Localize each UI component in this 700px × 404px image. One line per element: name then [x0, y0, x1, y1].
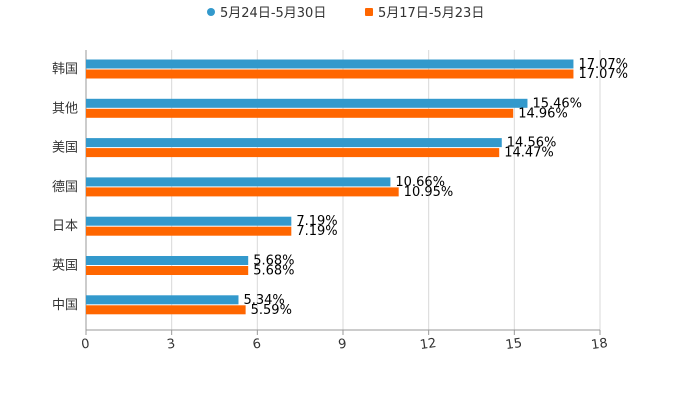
- data-label-series-1: 7.19%: [296, 214, 337, 229]
- data-labels: 17.07%17.07% 15.46%14.96% 14.56%14.47% 10.6…: [243, 57, 628, 318]
- legend: 5月24日-5月30日 5月17日-5月23日: [207, 6, 484, 21]
- x-tick-label: 9: [337, 337, 347, 353]
- data-label-series-2: 7.19%: [296, 224, 337, 239]
- bar-series-2[interactable]: [86, 305, 246, 315]
- data-label-series-1: 17.07%: [578, 57, 628, 72]
- data-label-series-2: 17.07%: [578, 67, 628, 82]
- bar-series-2[interactable]: [86, 69, 574, 79]
- bar-series-2[interactable]: [86, 148, 500, 158]
- data-label-series-1: 5.34%: [243, 293, 284, 308]
- bar-series-2[interactable]: [86, 108, 514, 118]
- data-label-series-1: 10.66%: [395, 175, 445, 190]
- legend-marker-series-1: [207, 8, 215, 16]
- data-label-series-1: 14.56%: [507, 136, 557, 151]
- category-label: 韩国: [52, 62, 78, 77]
- data-label-series-2: 5.68%: [253, 264, 294, 279]
- legend-label-series-2: 5月17日-5月23日: [378, 6, 484, 21]
- data-label-series-2: 14.96%: [518, 106, 568, 121]
- x-tick-label: 3: [166, 337, 176, 353]
- category-label: 英国: [52, 259, 78, 274]
- category-label: 其他: [52, 101, 78, 116]
- bar-series-1[interactable]: [86, 256, 249, 265]
- bar-series-2[interactable]: [86, 266, 249, 275]
- bar-series-1[interactable]: [86, 216, 292, 226]
- bar-series-1[interactable]: [86, 177, 391, 187]
- category-label: 美国: [52, 141, 78, 156]
- x-tick-label: 6: [252, 337, 262, 353]
- legend-item-series-1[interactable]: 5月24日-5月30日: [207, 6, 326, 21]
- data-label-series-2: 10.95%: [404, 185, 454, 200]
- bar-series-1[interactable]: [86, 295, 239, 305]
- bars: [86, 59, 574, 315]
- category-label: 德国: [52, 180, 78, 195]
- x-tick-label: 15: [505, 336, 523, 353]
- data-label-series-1: 15.46%: [532, 96, 582, 111]
- bar-series-1[interactable]: [86, 59, 574, 69]
- data-label-series-2: 5.59%: [251, 303, 292, 318]
- legend-marker-series-2: [365, 8, 373, 16]
- category-label: 中国: [52, 298, 78, 313]
- bar-series-1[interactable]: [86, 98, 528, 108]
- x-tick-label: 0: [80, 337, 90, 353]
- legend-label-series-1: 5月24日-5月30日: [220, 6, 326, 21]
- data-label-series-1: 5.68%: [253, 254, 294, 269]
- data-label-series-2: 14.47%: [504, 146, 554, 161]
- x-tick-label: 18: [590, 336, 608, 353]
- legend-item-series-2[interactable]: 5月17日-5月23日: [365, 6, 484, 21]
- x-tick-label: 12: [419, 336, 437, 353]
- bar-series-2[interactable]: [86, 187, 399, 197]
- bar-series-2[interactable]: [86, 226, 292, 236]
- category-label: 日本: [52, 219, 78, 234]
- bar-series-1[interactable]: [86, 138, 502, 148]
